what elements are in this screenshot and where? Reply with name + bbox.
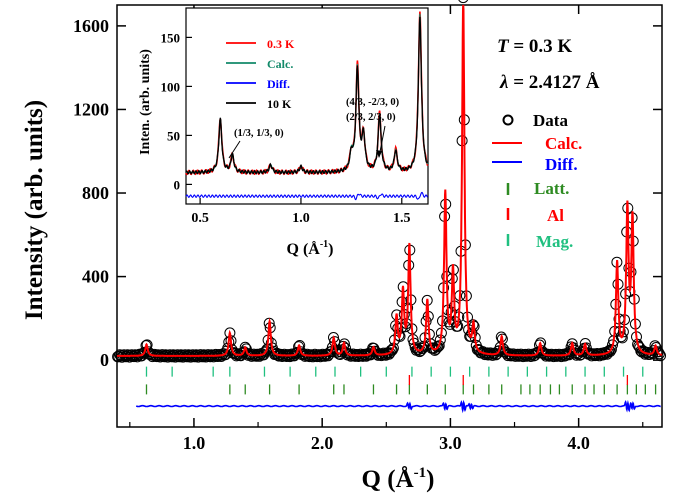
main-plot-frame	[116, 4, 663, 428]
legend-calc-label: Calc.	[545, 134, 582, 153]
main-y-tick-label: 0	[100, 350, 109, 370]
main-y-tick-label: 800	[82, 183, 109, 203]
inset-legend-03k-label: 0.3 K	[267, 37, 295, 51]
inset-legend: 0.3 K Calc. Diff. 10 K	[226, 37, 295, 111]
inset-x-axis-label: Q (Å-1)	[287, 239, 334, 258]
legend-data-marker	[502, 114, 514, 126]
data-point	[432, 341, 444, 353]
wavelength-annotation: λ = 2.4127 Å	[499, 72, 600, 93]
data-point	[433, 340, 445, 352]
inset-diff-series-line	[185, 191, 429, 201]
data-point	[655, 350, 666, 362]
inset-y-axis-label: Inten. (arb. units)	[138, 49, 153, 155]
inset-legend-diff-label: Diff.	[267, 77, 290, 91]
data-point	[357, 350, 369, 362]
inset-peak-annotation-2a: (4/3, -2/3, 0)	[346, 97, 400, 108]
legend-mag-label: Mag.	[536, 232, 573, 251]
main-x-tick-label: 2.0	[311, 433, 334, 453]
data-point	[637, 345, 649, 357]
inset-y-tick-label: 150	[161, 30, 181, 45]
main-y-tick-label: 400	[82, 267, 109, 287]
data-point	[604, 345, 616, 357]
inset-peak-arrowhead-2	[376, 150, 382, 158]
data-point	[340, 342, 351, 354]
bragg-ticks-al	[408, 374, 629, 385]
inset-x-tick-label: 0.5	[191, 211, 209, 226]
legend-data-label: Data	[533, 111, 568, 130]
main-x-axis-label: Q (Å-1)	[362, 465, 435, 493]
inset-peak-annotation-1: (1/3, 1/3, 0)	[234, 128, 284, 139]
main-y-axis-label: Intensity (arb. units)	[21, 100, 48, 320]
data-point	[571, 349, 582, 361]
data-point	[653, 348, 665, 360]
main-y-tick-label: 1200	[73, 99, 109, 119]
inset-y-tick-label: 0	[174, 177, 181, 192]
main-x-tick-label: 4.0	[567, 433, 590, 453]
inset-x-tick-label: 1.5	[393, 211, 411, 226]
inset-series-layer	[185, 11, 429, 201]
diff-series-line	[135, 399, 661, 414]
inset-y-tick-label: 100	[161, 79, 181, 94]
data-point	[586, 350, 598, 362]
inset-plot: 0.5 1.0 1.5 0 50 100 150 Inten. (arb. units) Q…	[138, 7, 429, 258]
data-point	[607, 339, 618, 351]
legend-al-label: Al	[547, 206, 564, 225]
data-point	[555, 351, 567, 363]
data-point	[386, 344, 398, 356]
legend-latt-label: Latt.	[534, 179, 569, 198]
inset-tick-labels: 0.5 1.0 1.5 0 50 100 150	[161, 30, 411, 226]
inset-peak-annotation-2b: (2/3, 2/3, 0)	[346, 112, 396, 123]
inset-x-tick-label: 1.0	[292, 211, 310, 226]
main-series-layer	[112, 0, 666, 414]
main-tick-labels: 1.0 2.0 3.0 4.0 0 400 800 1200 1600	[73, 16, 590, 453]
inset-legend-calc-label: Calc.	[267, 57, 293, 71]
temperature-annotation: T = 0.3 K	[497, 36, 572, 57]
inset-y-tick-label: 50	[167, 128, 180, 143]
bragg-ticks-latt	[145, 384, 657, 395]
inset-10k-series-line	[185, 16, 428, 175]
data-point	[250, 350, 262, 362]
data-point	[605, 344, 617, 355]
main-legend: Data Calc. Diff. Latt. Al Mag.	[492, 111, 582, 251]
legend-diff-label: Diff.	[545, 155, 578, 174]
inset-legend-10k-label: 10 K	[267, 97, 292, 111]
data-point	[458, 0, 469, 4]
inset-peak-arrow-1	[228, 140, 241, 159]
bragg-ticks-mag	[145, 366, 644, 377]
main-x-tick-label: 3.0	[439, 433, 462, 453]
calc-series-line	[117, 4, 663, 357]
main-x-tick-label: 1.0	[183, 433, 206, 453]
inset-axis-ticks	[186, 36, 403, 204]
data-point	[615, 331, 627, 343]
main-y-tick-label: 1600	[73, 16, 109, 36]
